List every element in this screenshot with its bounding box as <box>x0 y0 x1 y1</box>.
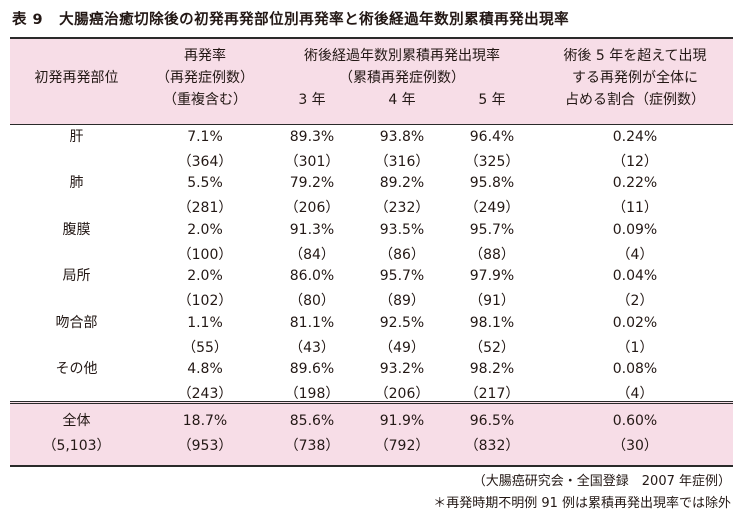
year4-count-cell: （316） <box>374 154 430 170</box>
year4-count-cell: （232） <box>374 200 430 216</box>
site-cell: その他 <box>55 361 98 377</box>
year4-cell: 89.2% <box>379 175 425 191</box>
year4-count-cell: （86） <box>379 247 425 263</box>
year4-cell: 93.8% <box>379 129 425 145</box>
total-site-count-cell: （5,103） <box>42 438 111 454</box>
site-cell: 肺 <box>69 175 84 191</box>
total-rate-cell: 18.7% <box>182 413 228 429</box>
year5-cell: 96.4% <box>469 129 515 145</box>
year4-cell: 95.7% <box>379 268 425 284</box>
footnote: ＊再発時期不明例 91 例は累積再発出現率では除外 <box>433 496 731 511</box>
over5-cell: 0.02% <box>612 315 658 331</box>
over5-count-cell: （12） <box>612 154 658 170</box>
total-year3-count-cell: （738） <box>284 438 340 454</box>
year4-count-cell: （89） <box>379 293 425 309</box>
total-year4-cell: 91.9% <box>379 413 425 429</box>
year5-count-cell: （249） <box>464 200 520 216</box>
rate-cell: 5.5% <box>187 175 223 191</box>
header-cumulative-line2: （累積再発症例数） <box>339 70 465 86</box>
site-cell: 局所 <box>62 268 91 284</box>
year5-count-cell: （217） <box>464 386 520 402</box>
over5-count-cell: （11） <box>612 200 658 216</box>
rate-count-cell: （364） <box>177 154 233 170</box>
over5-count-cell: （1） <box>616 340 654 356</box>
year4-cell: 93.2% <box>379 361 425 377</box>
header-rate-line2: （再発症例数） <box>156 70 254 86</box>
total-row-band <box>10 401 733 467</box>
rate-cell: 2.0% <box>187 222 223 238</box>
rate-cell: 7.1% <box>187 129 223 145</box>
site-cell: 吻合部 <box>55 315 98 331</box>
year4-cell: 92.5% <box>379 315 425 331</box>
year5-cell: 95.7% <box>469 222 515 238</box>
year3-count-cell: （198） <box>284 386 340 402</box>
header-over5-line2: する再発例が全体に <box>572 70 698 86</box>
total-over5-cell: 0.60% <box>612 413 658 429</box>
year3-cell: 79.2% <box>289 175 335 191</box>
year5-count-cell: （325） <box>464 154 520 170</box>
rate-count-cell: （100） <box>177 247 233 263</box>
over5-count-cell: （2） <box>616 293 654 309</box>
over5-cell: 0.09% <box>612 222 658 238</box>
rate-cell: 1.1% <box>187 315 223 331</box>
year5-count-cell: （91） <box>469 293 515 309</box>
year5-cell: 95.8% <box>469 175 515 191</box>
year5-count-cell: （52） <box>469 340 515 356</box>
year3-cell: 86.0% <box>289 268 335 284</box>
year5-cell: 98.2% <box>469 361 515 377</box>
year3-cell: 89.6% <box>289 361 335 377</box>
over5-cell: 0.04% <box>612 268 658 284</box>
rate-cell: 2.0% <box>187 268 223 284</box>
year5-count-cell: （88） <box>469 247 515 263</box>
year3-count-cell: （84） <box>289 247 335 263</box>
header-year-5: 5 年 <box>478 92 506 108</box>
total-site-cell: 全体 <box>62 413 91 429</box>
table-number: 表 9 <box>12 12 44 28</box>
header-cumulative-line1: 術後経過年数別累積再発出現率 <box>304 48 500 64</box>
over5-count-cell: （4） <box>616 386 654 402</box>
header-rate-line3: （重複含む） <box>163 92 247 108</box>
year3-count-cell: （301） <box>284 154 340 170</box>
over5-cell: 0.22% <box>612 175 658 191</box>
table-header <box>10 37 733 125</box>
total-rate-count-cell: （953） <box>177 438 233 454</box>
total-year3-cell: 85.6% <box>289 413 335 429</box>
source-note: （大腸癌研究会・全国登録 2007 年症例） <box>472 474 731 489</box>
header-year-4: 4 年 <box>388 92 416 108</box>
header-year-3: 3 年 <box>298 92 326 108</box>
year4-count-cell: （206） <box>374 386 430 402</box>
header-rate-line1: 再発率 <box>184 48 226 64</box>
year3-count-cell: （206） <box>284 200 340 216</box>
year3-count-cell: （43） <box>289 340 335 356</box>
year3-cell: 91.3% <box>289 222 335 238</box>
rate-cell: 4.8% <box>187 361 223 377</box>
year5-cell: 97.9% <box>469 268 515 284</box>
year5-cell: 98.1% <box>469 315 515 331</box>
total-over5-count-cell: （30） <box>612 438 658 454</box>
site-cell: 腹膜 <box>62 222 91 238</box>
year4-cell: 93.5% <box>379 222 425 238</box>
over5-cell: 0.08% <box>612 361 658 377</box>
rate-count-cell: （102） <box>177 293 233 309</box>
header-over5-line1: 術後 5 年を超えて出現 <box>563 48 707 64</box>
rate-count-cell: （281） <box>177 200 233 216</box>
header-site: 初発再発部位 <box>34 70 119 86</box>
total-year5-cell: 96.5% <box>469 413 515 429</box>
table-notes: （大腸癌研究会・全国登録 2007 年症例） ＊再発時期不明例 91 例は累積再… <box>433 471 731 515</box>
site-cell: 肝 <box>69 129 84 145</box>
total-year4-count-cell: （792） <box>374 438 430 454</box>
rate-count-cell: （55） <box>182 340 228 356</box>
year4-count-cell: （49） <box>379 340 425 356</box>
header-over5-line3: 占める割合（症例数） <box>565 92 705 108</box>
results-table: 初発再発部位 再発率 （再発症例数） （重複含む） 術後経過年数別累積再発出現率… <box>10 37 733 467</box>
total-year5-count-cell: （832） <box>464 438 520 454</box>
rate-count-cell: （243） <box>177 386 233 402</box>
table-caption: 大腸癌治癒切除後の初発再発部位別再発率と術後経過年数別累積再発出現率 <box>59 12 570 28</box>
over5-cell: 0.24% <box>612 129 658 145</box>
over5-count-cell: （4） <box>616 247 654 263</box>
year3-cell: 81.1% <box>289 315 335 331</box>
table-title: 表 9 大腸癌治癒切除後の初発再発部位別再発率と術後経過年数別累積再発出現率 <box>12 8 569 29</box>
year3-count-cell: （80） <box>289 293 335 309</box>
year3-cell: 89.3% <box>289 129 335 145</box>
